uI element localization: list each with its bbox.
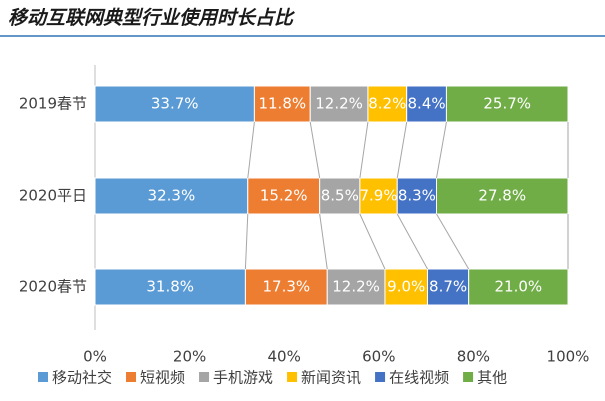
value-label: 21.0% xyxy=(495,278,543,296)
value-label: 8.2% xyxy=(368,95,406,113)
connector-line xyxy=(244,213,249,270)
y-tick-label: 2020平日 xyxy=(19,187,87,205)
bar-segment xyxy=(367,85,408,123)
bar-segment xyxy=(94,177,249,215)
connector-line xyxy=(309,121,321,179)
bar-segment xyxy=(436,177,569,215)
bar-segment xyxy=(253,85,311,123)
value-label: 12.2% xyxy=(332,278,380,296)
bar-segment xyxy=(468,268,569,306)
connector-line xyxy=(396,121,408,179)
value-label: 9.0% xyxy=(387,278,425,296)
bar-segment xyxy=(396,177,438,215)
bar-segment xyxy=(359,177,398,215)
bar-segment xyxy=(94,268,246,306)
x-tick-label: 80% xyxy=(457,348,490,366)
bar-segment xyxy=(309,85,369,123)
legend-swatch xyxy=(38,372,48,382)
connector-line xyxy=(436,213,470,270)
bar-segment xyxy=(384,268,429,306)
legend-label: 在线视频 xyxy=(389,369,449,387)
connector-line xyxy=(359,213,386,270)
bar-segment xyxy=(319,177,361,215)
bar-segment xyxy=(244,268,328,306)
bar-segment xyxy=(427,268,470,306)
connector-line xyxy=(359,121,369,179)
bar-segment xyxy=(247,177,321,215)
legend-swatch xyxy=(126,372,137,382)
y-tick-label: 2020春节 xyxy=(19,278,87,296)
value-label: 8.7% xyxy=(429,278,467,296)
legend-swatch xyxy=(375,372,386,382)
legend-swatch xyxy=(199,372,210,382)
bar-segment xyxy=(445,85,569,123)
value-label: 11.8% xyxy=(258,95,306,113)
legend-swatch xyxy=(287,372,298,382)
x-tick-label: 20% xyxy=(173,348,206,366)
bar-segment xyxy=(94,85,255,123)
value-label: 7.9% xyxy=(360,187,398,205)
legend-swatch xyxy=(463,372,474,382)
y-tick-label: 2019春节 xyxy=(19,95,87,113)
value-label: 12.2% xyxy=(315,95,363,113)
x-tick-label: 0% xyxy=(83,348,107,366)
x-tick-label: 100% xyxy=(547,348,590,366)
value-label: 27.8% xyxy=(478,187,526,205)
value-label: 8.5% xyxy=(321,187,359,205)
value-label: 15.2% xyxy=(260,187,308,205)
legend-label: 手机游戏 xyxy=(213,369,273,387)
x-tick-label: 40% xyxy=(268,348,301,366)
chart-title: 移动互联网典型行业使用时长占比 xyxy=(8,7,295,29)
value-label: 8.4% xyxy=(408,95,446,113)
connector-line xyxy=(436,121,447,179)
bar-segment xyxy=(326,268,386,306)
value-label: 25.7% xyxy=(483,95,531,113)
value-label: 17.3% xyxy=(263,278,311,296)
value-label: 31.8% xyxy=(146,278,194,296)
value-label: 33.7% xyxy=(151,95,199,113)
legend-label: 短视频 xyxy=(140,369,185,387)
connector-line xyxy=(319,213,328,270)
connector-line xyxy=(247,121,255,179)
value-label: 32.3% xyxy=(148,187,196,205)
value-label: 8.3% xyxy=(398,187,436,205)
legend-label: 新闻资讯 xyxy=(301,369,361,387)
connector-line xyxy=(396,213,428,270)
legend-label: 其他 xyxy=(477,369,507,387)
x-tick-label: 60% xyxy=(362,348,395,366)
legend-label: 移动社交 xyxy=(52,369,112,387)
